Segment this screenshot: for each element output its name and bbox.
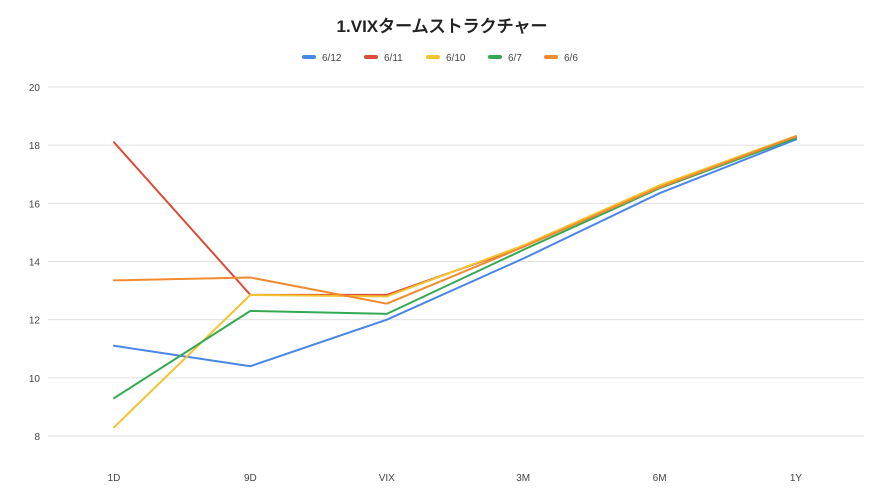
y-tick-label: 10 bbox=[29, 374, 41, 385]
y-tick-label: 20 bbox=[29, 83, 41, 94]
gridlines bbox=[48, 86, 864, 437]
legend-swatch bbox=[302, 55, 316, 59]
x-tick-label: 9D bbox=[244, 473, 257, 484]
legend-label: 6/7 bbox=[508, 53, 522, 64]
x-tick-label: 1D bbox=[108, 473, 121, 484]
y-tick-label: 12 bbox=[29, 316, 41, 327]
legend-swatch bbox=[544, 55, 558, 59]
series-group bbox=[113, 134, 797, 429]
x-tick-label: VIX bbox=[379, 473, 395, 484]
legend-swatch bbox=[364, 55, 378, 59]
legend: 6/12 6/11 6/10 6/7 6/6 bbox=[302, 53, 578, 64]
x-tick-label: 3M bbox=[516, 473, 530, 484]
series-line bbox=[113, 138, 797, 368]
x-tick-label: 6M bbox=[653, 473, 667, 484]
y-tick-label: 8 bbox=[34, 432, 40, 443]
y-tick-label: 14 bbox=[29, 258, 41, 269]
series-line bbox=[113, 136, 797, 400]
legend-label: 6/6 bbox=[564, 53, 578, 64]
legend-label: 6/12 bbox=[322, 53, 342, 64]
legend-label: 6/10 bbox=[446, 53, 466, 64]
y-tick-label: 18 bbox=[29, 141, 41, 152]
x-tick-label: 1Y bbox=[790, 473, 803, 484]
series-line bbox=[113, 135, 797, 305]
y-axis: 8 10 12 14 16 18 20 bbox=[29, 83, 41, 443]
x-axis: 1D 9D VIX 3M 6M 1Y bbox=[108, 473, 803, 484]
legend-swatch bbox=[488, 55, 502, 59]
series-line bbox=[113, 134, 797, 429]
y-tick-label: 16 bbox=[29, 199, 41, 210]
legend-swatch bbox=[426, 55, 440, 59]
legend-label: 6/11 bbox=[384, 53, 403, 64]
chart-title: 1.VIXタームストラクチャー bbox=[337, 17, 548, 36]
